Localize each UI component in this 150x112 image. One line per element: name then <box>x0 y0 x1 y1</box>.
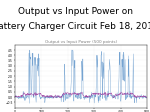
Text: Battery Charger Circuit Feb 18, 2012: Battery Charger Circuit Feb 18, 2012 <box>0 22 150 31</box>
Title: Output vs Input Power (500 points): Output vs Input Power (500 points) <box>45 40 117 44</box>
Text: Output vs Input Power on: Output vs Input Power on <box>18 7 132 16</box>
